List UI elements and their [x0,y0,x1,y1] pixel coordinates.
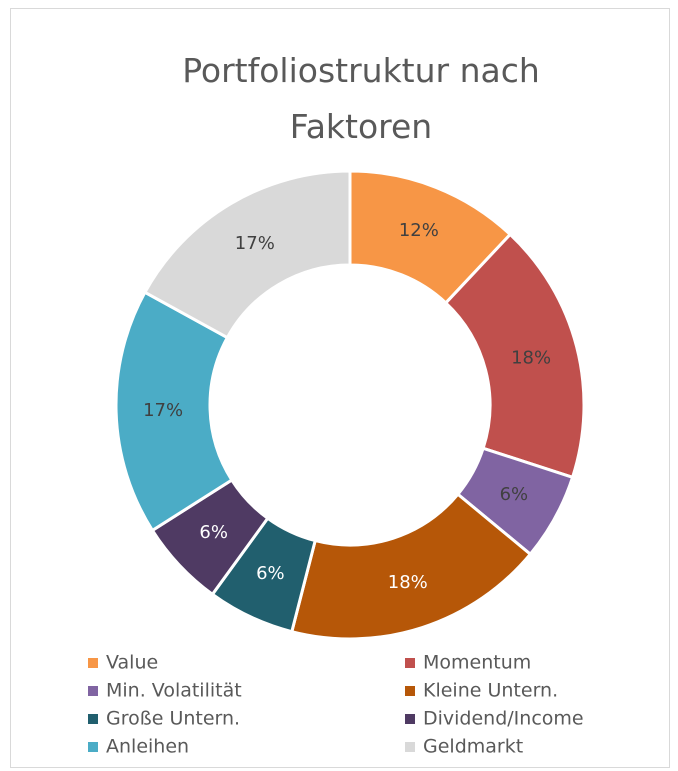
legend-label: Min. Volatilität [106,680,242,702]
legend-swatch [405,658,415,668]
donut-slice [142,169,352,340]
data-label: 12% [399,220,439,241]
legend-swatch [405,686,415,696]
legend-label: Geldmarkt [423,736,523,758]
data-label: 18% [511,347,551,368]
data-label: 6% [256,563,285,584]
chart-frame: Portfoliostruktur nach Faktoren [10,8,670,768]
legend-swatch [88,686,98,696]
legend-swatch [405,714,415,724]
legend-label: Kleine Untern. [423,680,558,702]
data-label: 18% [388,572,428,593]
legend-label: Momentum [423,652,531,674]
legend-label: Dividend/Income [423,708,584,730]
data-label: 17% [143,400,183,421]
data-label: 6% [199,522,228,543]
legend-swatch [88,658,98,668]
legend-swatch [405,742,415,752]
data-label: 17% [235,233,275,254]
legend-label: Value [106,652,158,674]
data-label: 6% [500,484,529,505]
legend-swatch [88,742,98,752]
legend-label: Anleihen [106,736,189,758]
legend-label: Große Untern. [106,708,240,730]
chart-title: Portfoliostruktur nach Faktoren [182,51,540,146]
legend-swatch [88,714,98,724]
